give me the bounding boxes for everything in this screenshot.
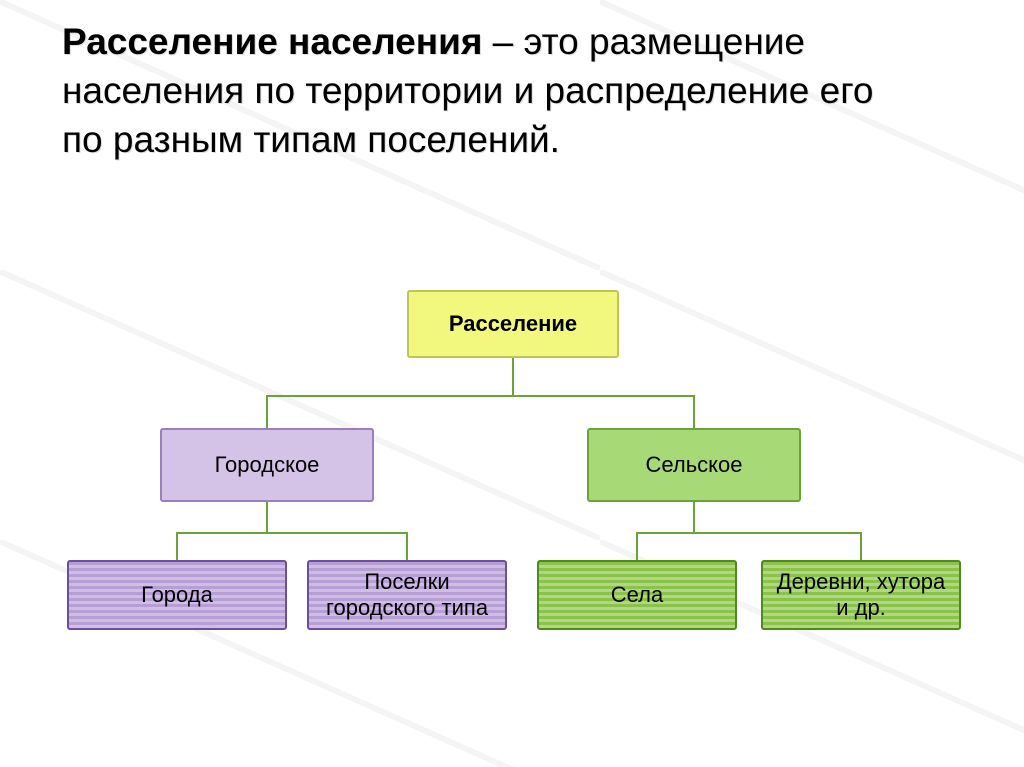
connector: [267, 358, 513, 428]
tree-connectors: [0, 0, 1024, 767]
connector: [694, 502, 861, 560]
connector: [177, 502, 267, 560]
connector: [513, 358, 694, 428]
connector: [267, 502, 407, 560]
connector: [637, 502, 694, 560]
